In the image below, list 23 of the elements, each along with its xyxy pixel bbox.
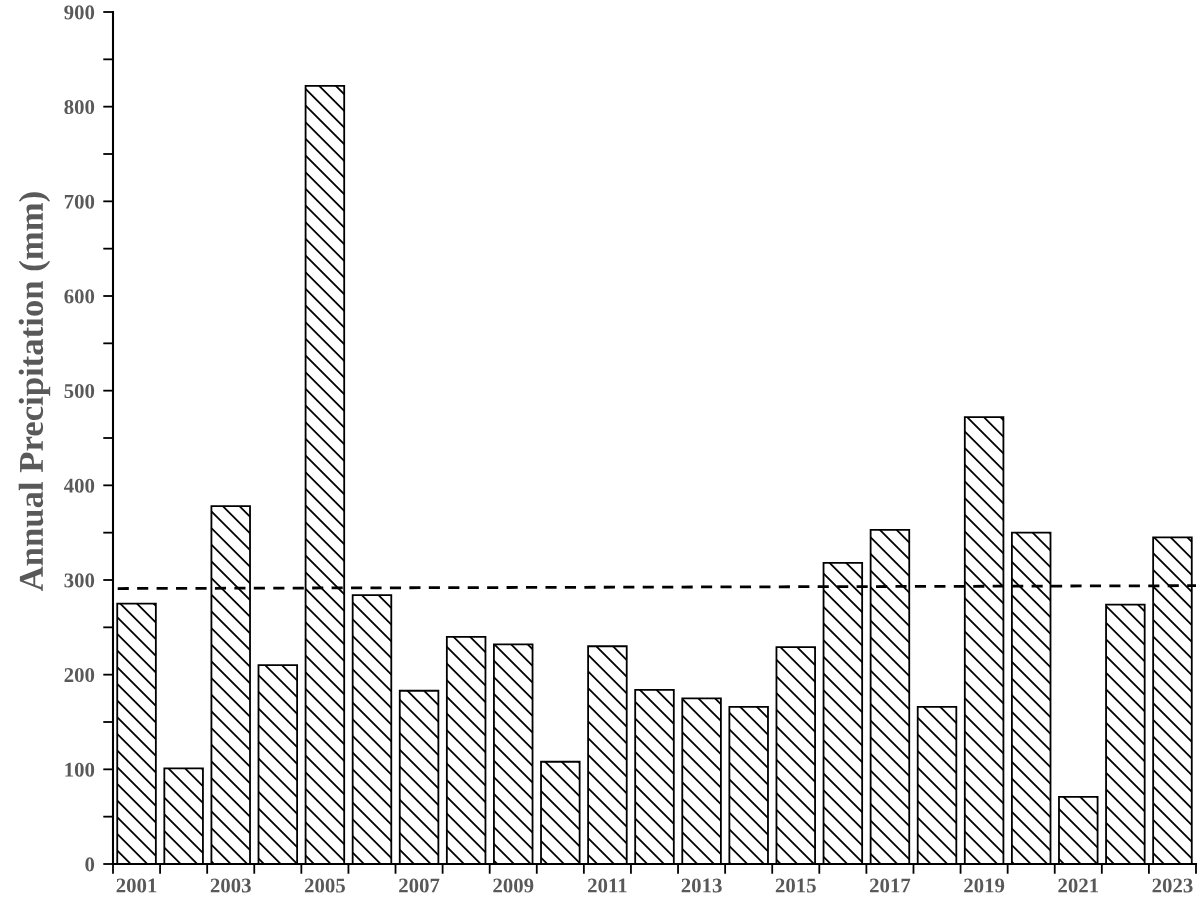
x-tick-label: 2007 (399, 878, 440, 893)
x-tick-label: 2015 (775, 878, 816, 893)
x-tick-label: 2021 (1058, 878, 1099, 893)
x-tick-label: 2019 (964, 878, 1005, 893)
y-tick-label: 800 (64, 100, 95, 115)
y-tick-label: 500 (64, 384, 95, 399)
x-tick-label: 2005 (304, 878, 345, 893)
x-tick-label: 2009 (493, 878, 534, 893)
y-tick-label: 200 (64, 668, 95, 683)
y-tick-label: 700 (64, 194, 95, 209)
y-tick-label: 400 (63, 478, 95, 493)
x-tick-label: 2013 (681, 878, 722, 893)
y-tick-label: 900 (64, 5, 95, 20)
x-tick-label: 2017 (869, 878, 911, 893)
x-tick-label: 2001 (116, 878, 157, 893)
x-tick-label: 2023 (1152, 878, 1193, 893)
y-tick-label: 0 (85, 857, 95, 872)
y-tick-label: 600 (64, 289, 95, 304)
x-tick-label: 2003 (210, 878, 251, 893)
y-tick-label: 300 (64, 573, 95, 588)
y-tick-label: 100 (65, 762, 95, 777)
y-axis-title: Annual Precipitation (mm) (18, 192, 51, 592)
x-tick-label: 2011 (588, 878, 627, 893)
